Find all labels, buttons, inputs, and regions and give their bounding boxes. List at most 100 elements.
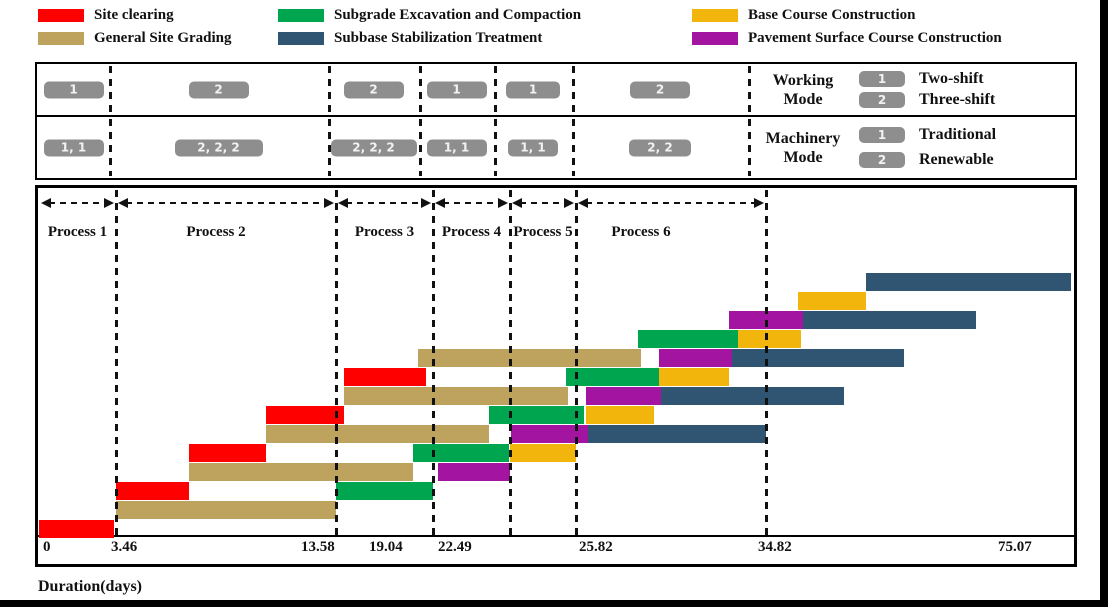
arrowhead-right-icon bbox=[421, 198, 431, 208]
working-mode-separator bbox=[419, 66, 422, 113]
working-mode-separator bbox=[109, 66, 112, 113]
working-mode-title-word: Mode bbox=[783, 90, 823, 108]
gantt-bar-tan bbox=[266, 425, 490, 443]
process-arrow-dash bbox=[443, 202, 500, 204]
gantt-bar-yellow bbox=[585, 406, 654, 424]
axis-tick-label: 75.07 bbox=[998, 539, 1032, 555]
gantt-bar-purple bbox=[585, 387, 662, 405]
process-label: Process 5 bbox=[513, 224, 573, 240]
machinery-mode-separator bbox=[419, 119, 422, 176]
gantt-bar-green bbox=[336, 482, 433, 500]
arrowhead-right-icon bbox=[564, 198, 574, 208]
working-mode-title: Working Mode bbox=[750, 70, 856, 108]
working-mode-separator bbox=[494, 66, 497, 113]
working-mode-badge: 1 bbox=[43, 81, 104, 98]
machinery-mode-badge: 1, 1 bbox=[426, 139, 487, 156]
arrowhead-left-icon bbox=[435, 198, 445, 208]
machinery-mode-separator bbox=[109, 119, 112, 176]
legend-label: Base Course Construction bbox=[748, 6, 916, 23]
working-mode-badge: 2 bbox=[343, 81, 404, 98]
gantt-bar-red bbox=[343, 368, 427, 386]
process-boundary-line bbox=[509, 190, 512, 537]
gantt-bar-blue bbox=[588, 425, 766, 443]
axis-tick-label: 34.82 bbox=[758, 539, 792, 555]
legend-label: General Site Grading bbox=[94, 29, 232, 46]
arrowhead-right-icon bbox=[104, 198, 114, 208]
arrowhead-left-icon bbox=[512, 198, 522, 208]
gantt-bar-yellow bbox=[658, 368, 730, 386]
machinery-mode-separator bbox=[572, 119, 575, 176]
machinery-mode-panel: 1, 1 2, 2, 2 2, 2, 2 1, 1 1, 1 2, 2 Machinery M… bbox=[35, 115, 1077, 180]
machinery-mode-separator bbox=[748, 119, 751, 176]
axis-tick-label: 19.04 bbox=[369, 539, 403, 555]
gantt-bar-red bbox=[39, 520, 114, 538]
legend-label: Subgrade Excavation and Compaction bbox=[334, 6, 582, 23]
working-mode-title-word: Working bbox=[772, 71, 834, 89]
legend-swatch-red bbox=[38, 8, 84, 22]
axis-tick-label: 13.58 bbox=[301, 539, 335, 555]
machinery-mode-badge: 1, 1 bbox=[508, 139, 558, 156]
gantt-bar-purple bbox=[658, 349, 732, 367]
axis-title: Duration(days) bbox=[38, 578, 143, 595]
gantt-bar-tan bbox=[189, 463, 413, 481]
process-boundary-line bbox=[335, 190, 338, 537]
working-mode-key-row: 2 Three-shift bbox=[859, 91, 1069, 109]
axis-tick-label: 3.46 bbox=[111, 539, 138, 555]
working-mode-badge: 2 bbox=[188, 81, 249, 98]
arrowhead-left-icon bbox=[41, 198, 51, 208]
process-arrow-dash bbox=[126, 202, 326, 204]
process-boundary-line bbox=[765, 190, 768, 537]
gantt-bar-tan bbox=[418, 349, 641, 367]
arrowhead-left-icon bbox=[118, 198, 128, 208]
machinery-mode-separator bbox=[494, 119, 497, 176]
process-boundary-line bbox=[432, 190, 435, 537]
gantt-bar-yellow bbox=[737, 330, 801, 348]
process-boundary-line bbox=[115, 190, 118, 537]
legend-item: Pavement Surface Course Construction bbox=[692, 28, 1002, 48]
legend-item: Base Course Construction bbox=[692, 5, 916, 25]
gantt-bar-green bbox=[638, 330, 738, 348]
machinery-mode-badge: 1, 1 bbox=[43, 139, 104, 156]
machinery-mode-badge: 2, 2 bbox=[629, 139, 691, 156]
machinery-mode-key: 1 Traditional 2 Renewable bbox=[859, 119, 1069, 176]
working-mode-badge: 2 bbox=[630, 81, 690, 98]
gantt-bar-red bbox=[116, 482, 190, 500]
working-mode-badge: 1 bbox=[426, 81, 487, 98]
gantt-bar-red bbox=[189, 444, 266, 462]
legend-swatch-tan bbox=[38, 31, 84, 45]
axis-tick-label: 22.49 bbox=[438, 539, 472, 555]
legend-item: Subgrade Excavation and Compaction bbox=[278, 5, 581, 25]
gantt-bar-yellow bbox=[797, 292, 867, 310]
working-mode-key-label: Three-shift bbox=[919, 91, 996, 109]
machinery-mode-badge: 2, 2, 2 bbox=[174, 139, 263, 156]
working-mode-badge: 1 bbox=[506, 81, 560, 98]
figure-bottom-border bbox=[0, 600, 1108, 607]
process-duration-arrow bbox=[512, 197, 574, 209]
legend-swatch-yellow bbox=[692, 8, 738, 22]
legend-item: Subbase Stabilization Treatment bbox=[278, 28, 542, 48]
machinery-mode-title-word: Machinery bbox=[765, 129, 841, 147]
working-mode-key-row: 1 Two-shift bbox=[859, 70, 1069, 88]
machinery-mode-key-label: Traditional bbox=[919, 126, 997, 143]
machinery-mode-key-badge: 1 bbox=[859, 127, 905, 143]
legend-swatch-green bbox=[278, 8, 324, 22]
arrowhead-right-icon bbox=[754, 198, 764, 208]
gantt-bar-tan bbox=[343, 387, 569, 405]
process-duration-arrow bbox=[41, 197, 114, 209]
process-label: Process 1 bbox=[47, 224, 108, 240]
machinery-mode-key-row: 1 Traditional bbox=[859, 126, 1069, 144]
legend-label: Site clearing bbox=[94, 6, 174, 23]
gantt-plot: Process 1 Process 2 Process 3 Process 4 Proc… bbox=[35, 185, 1077, 567]
machinery-mode-key-label: Renewable bbox=[919, 151, 994, 168]
gantt-bar-green bbox=[566, 368, 659, 386]
figure-right-border bbox=[1100, 0, 1108, 607]
arrowhead-left-icon bbox=[338, 198, 348, 208]
legend-item: Site clearing bbox=[38, 5, 174, 25]
process-label: Process 3 bbox=[354, 224, 415, 240]
process-duration-arrow bbox=[435, 197, 508, 209]
legend-swatch-blue bbox=[278, 31, 324, 45]
process-arrow-dash bbox=[49, 202, 106, 204]
arrowhead-right-icon bbox=[324, 198, 334, 208]
gantt-bar-blue bbox=[866, 273, 1071, 291]
process-boundary-line bbox=[575, 190, 578, 537]
